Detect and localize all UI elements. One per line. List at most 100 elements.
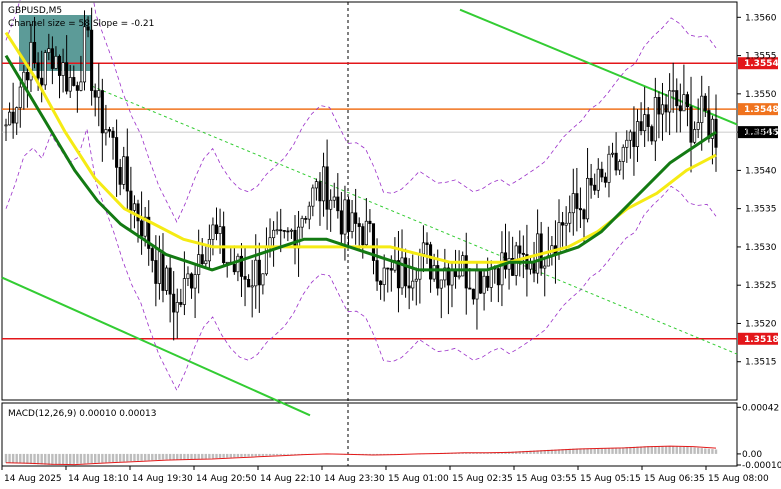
macd-bar	[15, 453, 18, 464]
candle-body	[489, 267, 493, 288]
candle-body	[150, 248, 154, 261]
candle-body	[468, 287, 472, 290]
candle-body	[65, 62, 69, 92]
macd-bar	[707, 448, 711, 454]
macd-bar	[714, 449, 718, 454]
macd-y-tick-label: 0.00	[742, 450, 762, 460]
macd-bar	[183, 453, 186, 460]
candle-body	[411, 280, 415, 289]
candle-body	[421, 242, 425, 255]
candle-body	[414, 278, 418, 282]
candle-body	[446, 267, 450, 286]
macd-bar	[639, 446, 643, 454]
macd-bar	[693, 447, 696, 454]
candle-body	[610, 152, 615, 155]
candle-body	[132, 203, 136, 211]
macd-bar	[122, 453, 125, 462]
macd-bar	[550, 449, 554, 454]
macd-signal-line	[5, 445, 717, 466]
candle-body	[639, 121, 643, 132]
candle-body	[418, 253, 422, 280]
macd-bar	[151, 453, 154, 461]
candle-body	[282, 230, 286, 232]
candle-body	[382, 267, 386, 285]
macd-bar	[272, 453, 275, 456]
macd-bar	[168, 453, 172, 460]
macd-bar	[275, 453, 279, 456]
level-price-label: 1.3548	[744, 105, 779, 115]
macd-bar	[61, 453, 65, 465]
macd-bar	[539, 450, 543, 454]
macd-bar	[19, 453, 22, 464]
candle-body	[332, 196, 336, 201]
candle-body	[368, 220, 372, 224]
candle-body	[386, 267, 390, 270]
candle-body	[107, 129, 112, 132]
macd-bar	[215, 453, 218, 459]
candle-body	[175, 302, 179, 313]
candle-body	[693, 129, 697, 143]
candle-body	[129, 190, 133, 211]
macd-bar	[108, 453, 111, 463]
macd-bar	[579, 448, 582, 454]
macd-bar	[382, 453, 386, 455]
macd-bar	[390, 453, 393, 455]
macd-bar	[472, 452, 475, 454]
macd-bar	[647, 446, 650, 454]
candle-body	[172, 293, 176, 313]
candle-body	[432, 265, 436, 280]
candle-body	[482, 275, 486, 294]
candle-body	[596, 168, 600, 191]
candle-body	[179, 302, 183, 305]
macd-bar	[600, 448, 604, 454]
macd-bar	[379, 453, 382, 455]
candle-body	[182, 278, 186, 305]
candle-body	[193, 274, 197, 289]
candle-body	[236, 255, 240, 273]
candle-body	[571, 193, 575, 214]
candle-body	[539, 233, 543, 269]
macd-bar	[625, 447, 629, 454]
macd-bar	[250, 453, 254, 457]
macd-bar	[547, 449, 550, 454]
x-tick-label: 14 Aug 20:50	[196, 474, 257, 484]
main-plot-frame	[1, 1, 738, 401]
macd-bar	[218, 453, 222, 458]
candle-body	[15, 107, 19, 124]
macd-bar	[208, 453, 211, 459]
macd-bar	[568, 448, 571, 454]
y-tick-label: 1.3520	[745, 319, 777, 329]
candle-body	[350, 212, 354, 232]
band-lower	[5, 128, 717, 392]
candle-body	[289, 229, 293, 232]
candle-body	[657, 97, 661, 115]
macd-bar	[597, 448, 600, 454]
candle-body	[710, 118, 714, 139]
candle-body	[247, 279, 251, 288]
candle-body	[671, 90, 675, 92]
macd-bar	[586, 448, 589, 454]
macd-bar	[165, 453, 168, 460]
candle-body	[471, 288, 475, 300]
y-tick-label: 1.3515	[745, 358, 777, 368]
candle-body	[578, 208, 582, 211]
candle-body	[678, 105, 682, 112]
macd-bar	[650, 446, 653, 454]
candle-body	[75, 85, 79, 91]
candle-body	[343, 199, 347, 235]
candle-body	[682, 94, 686, 112]
macd-bar	[475, 452, 479, 454]
x-tick-label: 15 Aug 05:15	[580, 474, 641, 484]
macd-bar	[154, 453, 158, 460]
candle-body	[443, 267, 447, 281]
candle-body	[325, 166, 329, 210]
macd-bar	[525, 450, 529, 454]
macd-bar	[211, 453, 215, 459]
x-tick-label: 14 Aug 19:30	[132, 474, 193, 484]
macd-bar	[300, 453, 304, 455]
candle-body	[200, 254, 204, 265]
candle-body	[311, 187, 315, 207]
candle-body	[186, 273, 190, 279]
macd-bar	[190, 453, 193, 460]
